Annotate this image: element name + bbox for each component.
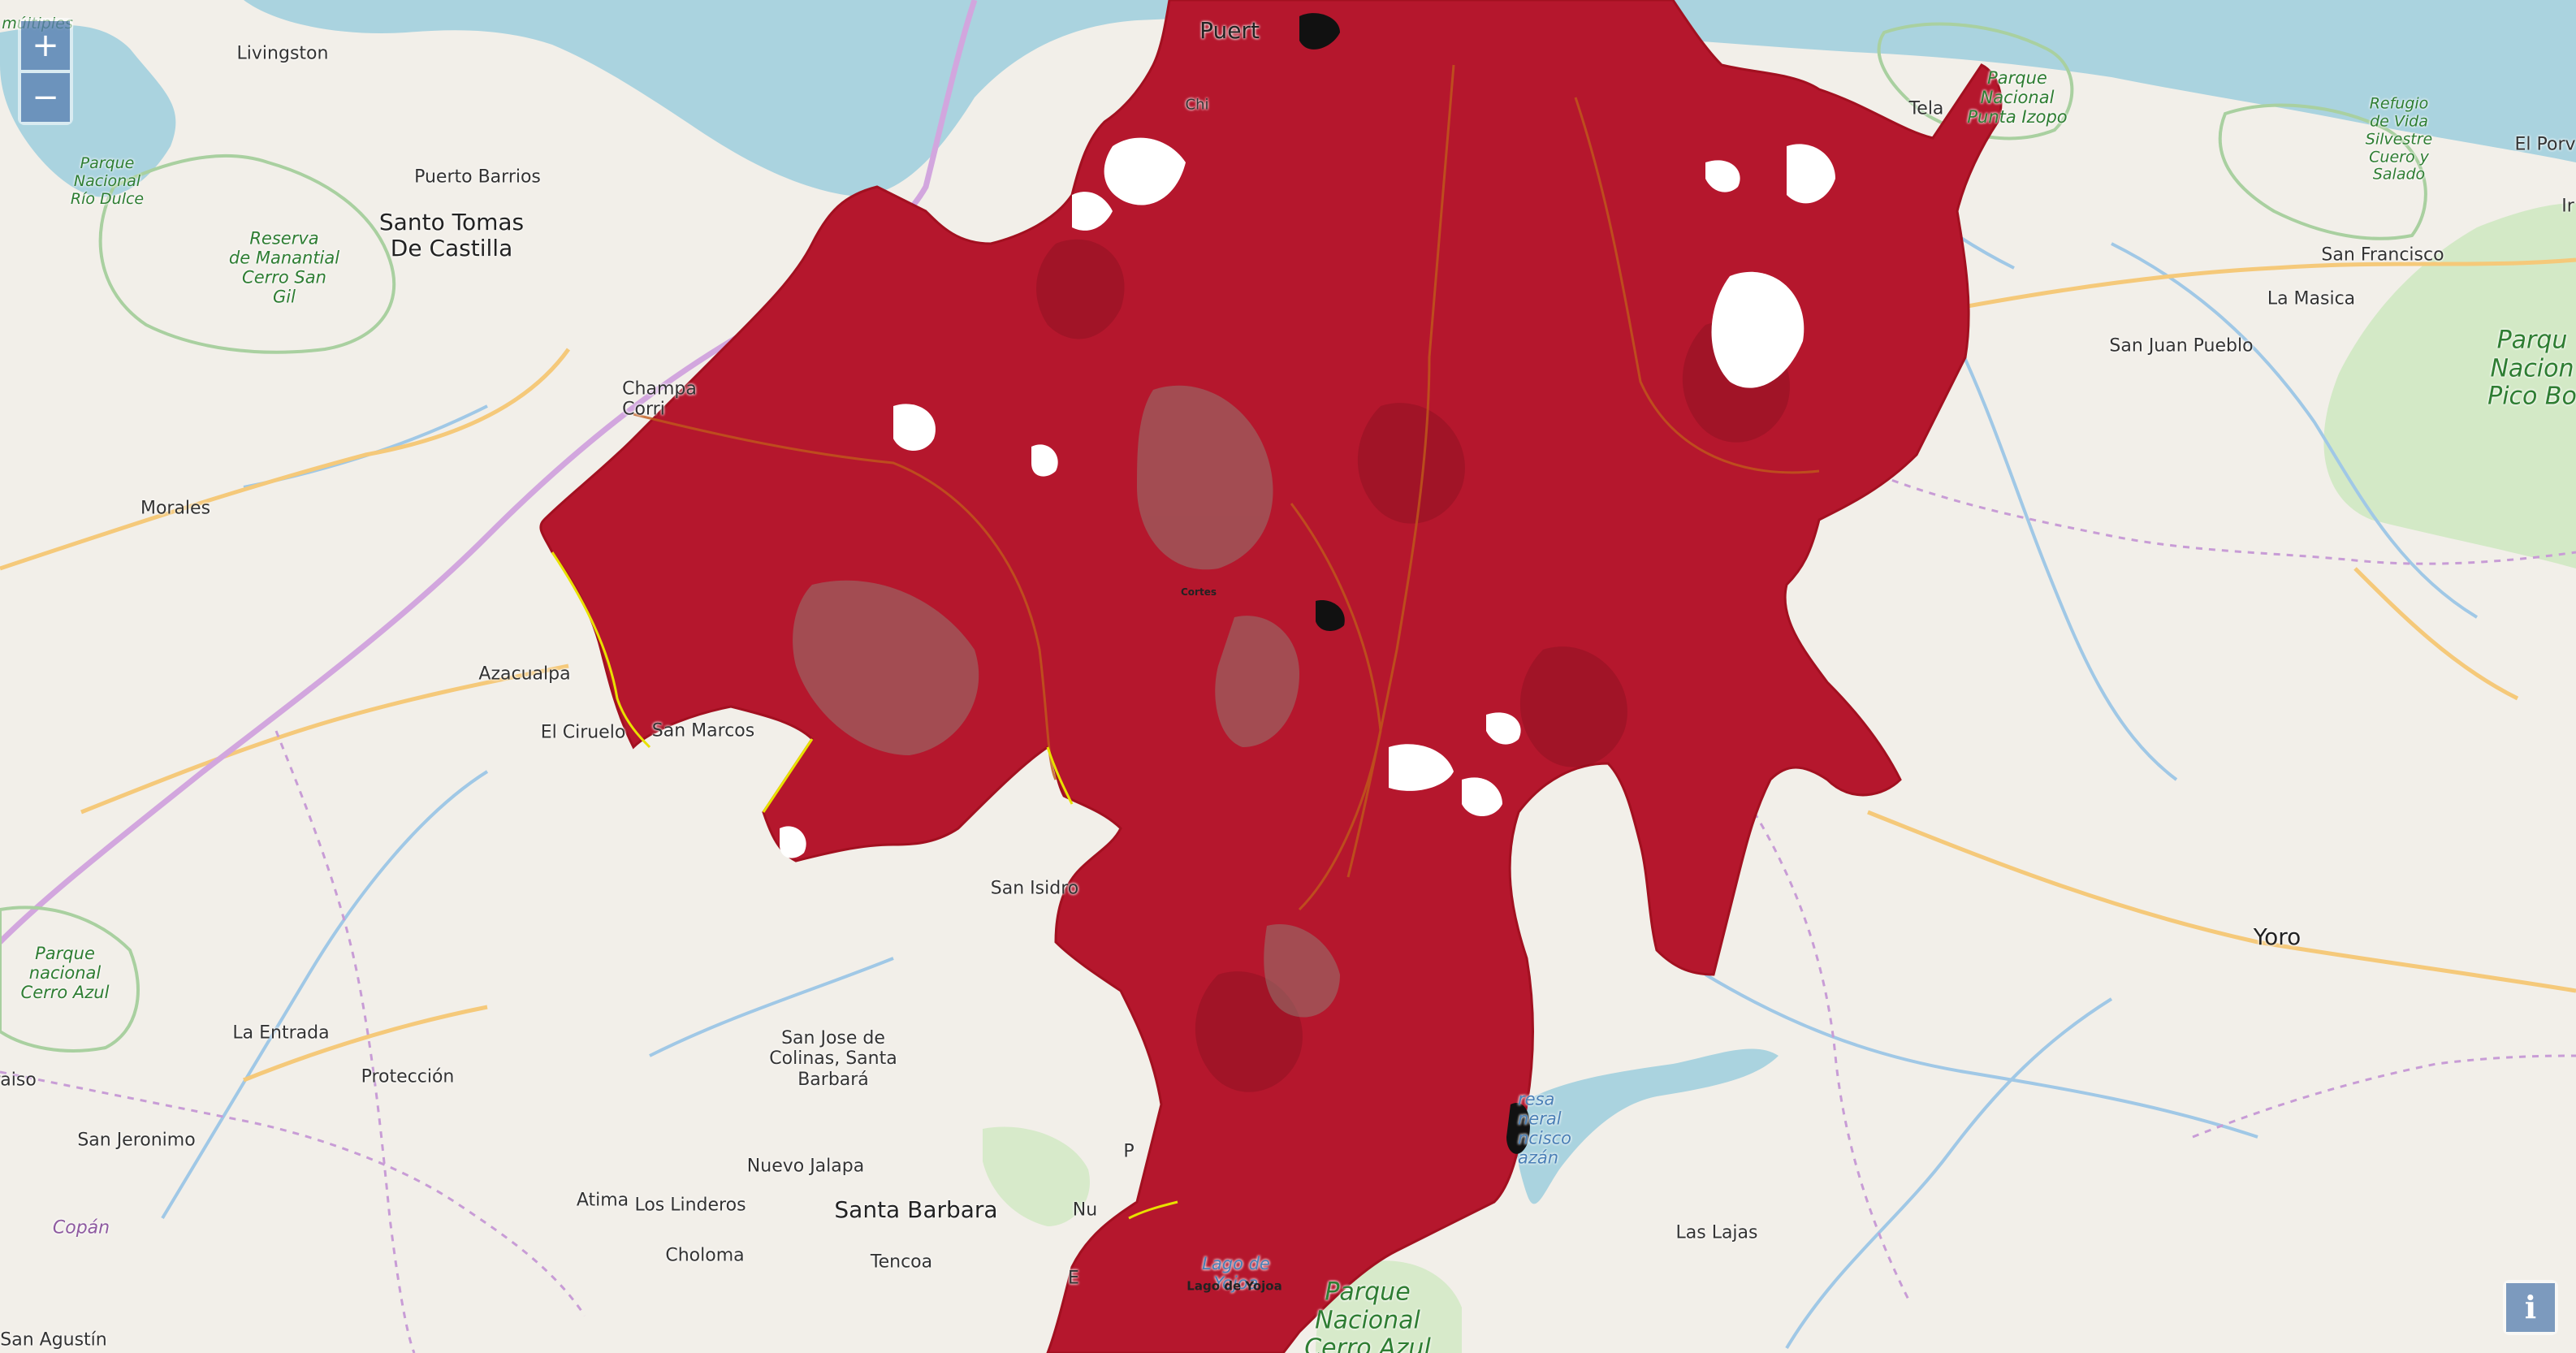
label-puerto-barrios: Puerto Barrios <box>414 166 541 188</box>
label-puerto: Puert <box>1199 16 1260 44</box>
label-nuevo-jalapa: Nuevo Jalapa <box>746 1156 865 1177</box>
label-raiso: raiso <box>0 1070 37 1091</box>
label-nu: Nu <box>1072 1200 1098 1221</box>
admin-borders <box>0 469 2576 1353</box>
label-san-marcos: San Marcos <box>651 720 755 741</box>
label-copan: Copán <box>52 1217 110 1238</box>
label-la-entrada: La Entrada <box>232 1022 330 1044</box>
label-e: E <box>1068 1268 1079 1289</box>
reservoir-water <box>1515 1048 1779 1204</box>
country-border <box>0 0 978 945</box>
label-livingston: Livingston <box>236 43 329 64</box>
label-lago-yojoa-bold: Lago de Yojoa <box>1186 1278 1282 1294</box>
park-area <box>1316 1260 1462 1353</box>
label-parque-cerro-azul-west: Parque nacional Cerro Azul <box>20 943 110 1003</box>
label-tencoa: Tencoa <box>870 1251 933 1273</box>
label-morales: Morales <box>140 498 211 519</box>
label-parque-rio-dulce: Parque Nacional Río Dulce <box>70 154 145 208</box>
dark-patches <box>1299 13 1530 1154</box>
label-tela: Tela <box>1908 98 1944 119</box>
label-san-jose-colinas: San Jose de Colinas, Santa Barbará <box>769 1028 897 1090</box>
label-refugio-cuero-salado: Refugio de Vida Silvestre Cuero y Salado <box>2365 94 2433 184</box>
label-el-porvenir: El Porv <box>2514 134 2576 155</box>
label-choloma: Choloma <box>665 1245 745 1266</box>
label-proteccion: Protección <box>361 1066 455 1087</box>
label-reserva-cerro-san-gil: Reserva de Manantial Cerro San Gil <box>228 228 340 308</box>
label-el-ciruelo: El Ciruelo <box>540 722 626 743</box>
sea-water <box>0 0 2576 197</box>
label-cortes: Cortes <box>1181 586 1217 599</box>
label-san-isidro: San Isidro <box>990 878 1079 899</box>
label-chi: Chi <box>1185 96 1209 114</box>
label-la-masica: La Masica <box>2267 288 2356 309</box>
label-yoro: Yoro <box>2253 923 2302 950</box>
label-ir: Ir <box>2561 196 2574 217</box>
zoom-in-button[interactable]: + <box>21 21 70 70</box>
label-santa-barbara: Santa Barbara <box>834 1195 998 1223</box>
label-santo-tomas: Santo Tomas De Castilla <box>378 208 525 262</box>
park-area <box>983 1126 1090 1226</box>
label-p: P <box>1123 1141 1135 1162</box>
label-parque-cerro-azul-south: Parque Nacional Cerro Azul <box>1304 1277 1431 1353</box>
info-button[interactable]: i <box>2506 1283 2555 1332</box>
boundary-highlights <box>551 551 1178 1220</box>
label-las-lajas: Las Lajas <box>1675 1222 1758 1243</box>
cloud-patches <box>780 137 1835 858</box>
label-azacualpa: Azacualpa <box>478 664 571 685</box>
label-parque-pico-bonito: Parqu Nacion Pico Bo <box>2487 326 2576 411</box>
info-control: i <box>2503 1280 2558 1335</box>
label-san-jeronimo: San Jeronimo <box>77 1130 196 1151</box>
label-san-juan-pueblo: San Juan Pueblo <box>2109 335 2254 357</box>
zoom-control: + − <box>18 18 73 125</box>
label-lago-yojoa: Lago de Yojoa <box>1202 1253 1270 1293</box>
label-san-agustin: San Agustín <box>0 1329 107 1351</box>
zoom-out-button[interactable]: − <box>21 73 70 122</box>
overlay-urban-areas <box>793 385 1340 1018</box>
label-parque-punta-izopo: Parque Nacional Punta Izopo <box>1967 67 2068 128</box>
park-outlines <box>0 22 2427 1053</box>
label-los-linderos: Los Linderos <box>634 1195 746 1216</box>
overlay-admin-lines <box>633 64 1820 911</box>
label-san-francisco: San Francisco <box>2321 244 2444 266</box>
label-champa: Champa Corri <box>622 378 697 420</box>
label-atima: Atima <box>576 1190 629 1211</box>
satellite-overlay-region <box>539 0 2003 1353</box>
label-represa: resa neral ncisco azán <box>1517 1089 1572 1169</box>
park-area <box>2323 203 2576 568</box>
